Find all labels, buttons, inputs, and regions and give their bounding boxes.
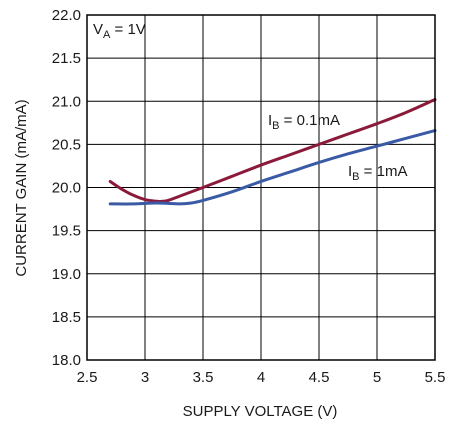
x-tick-label: 2.5: [77, 369, 98, 386]
x-tick-label: 5.5: [425, 369, 446, 386]
series-label-ib-1ma: IB = 1mA: [348, 163, 407, 183]
y-tick-label: 21.5: [52, 50, 81, 67]
y-tick-label: 19.0: [52, 266, 81, 283]
annotation-main: V: [93, 21, 103, 38]
series-label-sub: B: [272, 120, 279, 132]
y-tick-label: 20.0: [52, 180, 81, 197]
series-label-rest: = 1mA: [360, 163, 408, 180]
annotation-rest: = 1V: [110, 21, 145, 38]
series-layer: [108, 98, 437, 206]
series-label-main: I: [348, 163, 352, 180]
y-tick-label: 18.0: [52, 352, 81, 369]
y-tick-label: 22.0: [52, 7, 81, 24]
y-tick-labels: 18.0 18.5 19.0 19.5 20.0 20.5 21.0 21.5 22.0: [52, 7, 81, 369]
y-tick-label: 18.5: [52, 309, 81, 326]
plot-frame: [86, 14, 436, 361]
x-tick-labels: 2.5 3 3.5 4 4.5 5 5.5: [77, 369, 446, 386]
x-axis-label: SUPPLY VOLTAGE (V): [183, 403, 338, 420]
x-tick-label: 4: [257, 369, 265, 386]
x-tick-label: 3: [141, 369, 149, 386]
series-line-0: [108, 98, 437, 203]
y-tick-label: 21.0: [52, 93, 81, 110]
series-line-1: [108, 129, 437, 206]
y-axis-label: CURRENT GAIN (mA/mA): [13, 99, 30, 276]
series-label-sub: B: [352, 171, 359, 183]
series-label-ib-0.1ma: IB = 0.1mA: [268, 112, 340, 132]
series-label-main: I: [268, 112, 272, 129]
y-tick-label: 19.5: [52, 223, 81, 240]
x-tick-label: 3.5: [193, 369, 214, 386]
x-tick-label: 4.5: [309, 369, 330, 386]
x-tick-label: 5: [373, 369, 381, 386]
annotation-sub: A: [103, 29, 111, 41]
series-label-rest: = 0.1mA: [280, 112, 340, 129]
y-tick-label: 20.5: [52, 136, 81, 153]
annotation-va: VA = 1V: [93, 21, 146, 41]
